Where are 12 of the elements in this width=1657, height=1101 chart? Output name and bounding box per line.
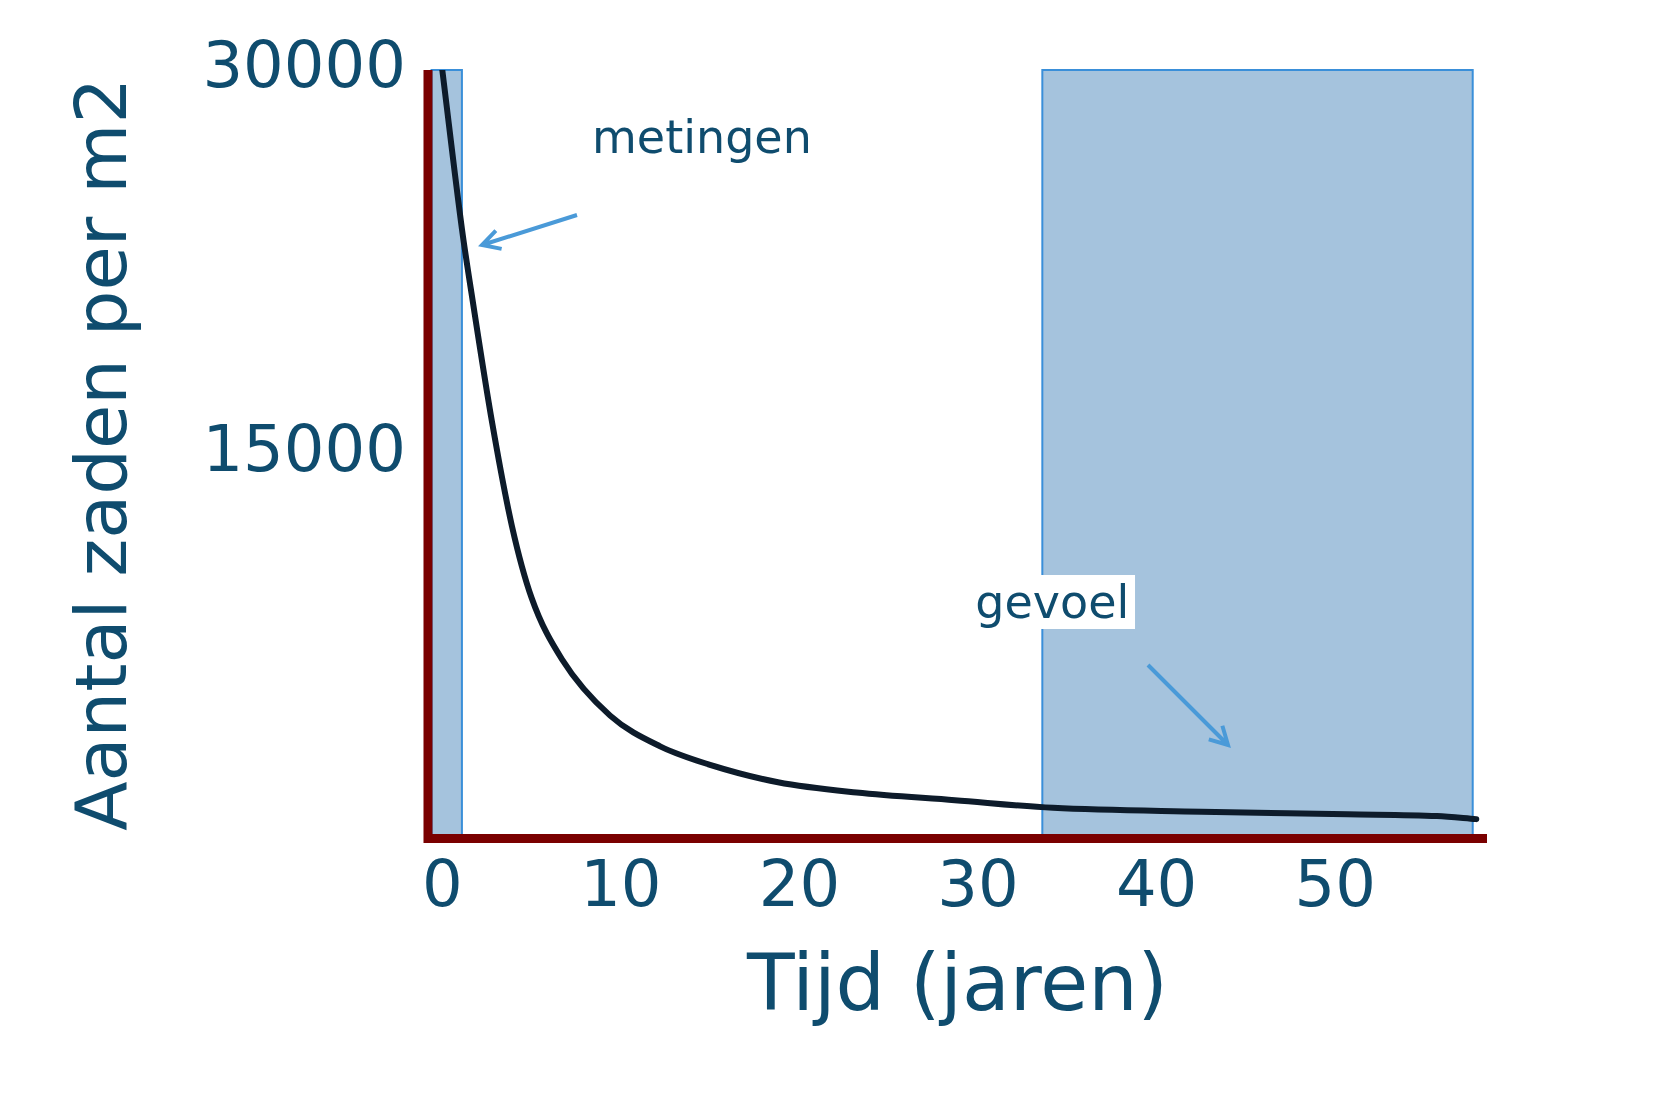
y-axis-title: Aantal zaden per m2 (58, 77, 143, 831)
y-tick-label: 30000 (202, 27, 406, 102)
x-tick-label: 30 (937, 846, 1019, 921)
x-tick-label: 10 (580, 846, 662, 921)
y-tick-label: 15000 (202, 411, 406, 486)
band-label: metingen (586, 110, 818, 164)
x-tick-label: 40 (1115, 846, 1198, 921)
x-tick-label: 20 (758, 846, 841, 921)
band-label: gevoel (969, 575, 1136, 629)
x-tick-label: 50 (1294, 846, 1376, 921)
x-tick-label: 0 (421, 846, 463, 921)
x-axis-title: Tijd (jaren) (745, 938, 1168, 1029)
